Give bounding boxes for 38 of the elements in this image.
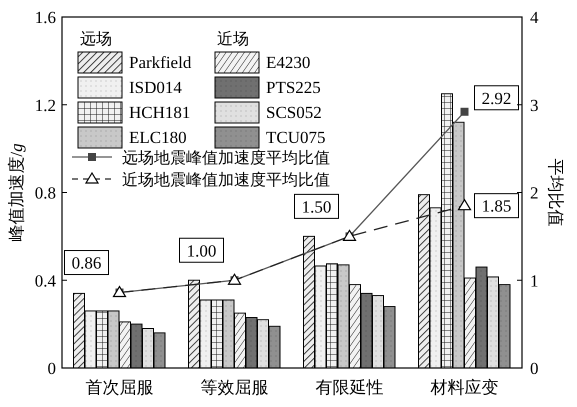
y-axis-title: 峰值加速度/g	[7, 143, 26, 242]
legend-label: 近场地震峰值加速度平均比值	[122, 171, 330, 189]
y-tick-label: 0.8	[34, 184, 56, 202]
data-label: 1.85	[482, 196, 512, 216]
legend-label: HCH181	[129, 103, 190, 122]
y-tick-label: 1.2	[34, 96, 56, 115]
legend-label: ISD014	[129, 78, 182, 97]
legend-label: SCS052	[266, 103, 322, 122]
data-label: 1.00	[186, 241, 216, 260]
legend-label: 远场地震峰值加速度平均比值	[122, 149, 330, 167]
point	[460, 108, 468, 116]
y2-tick-label: 0	[530, 359, 538, 378]
legend-label: PTS225	[266, 78, 321, 97]
y-tick-label: 0.4	[34, 271, 56, 290]
point	[458, 199, 472, 210]
data-label: 2.92	[482, 88, 512, 108]
legend-label: E4230	[266, 53, 310, 72]
y-tick-label: 1.6	[34, 8, 56, 27]
y2-tick-label: 3	[530, 96, 538, 115]
x-tick-label: 等效屈服	[200, 378, 268, 397]
text: 0	[48, 359, 56, 378]
y2-tick-label: 1	[530, 271, 538, 290]
y2-axis-title: 平均比值	[546, 158, 565, 226]
legend-label: TCU075	[266, 128, 326, 147]
y2-tick-label: 4	[530, 8, 539, 27]
point	[112, 286, 126, 298]
point	[228, 274, 242, 285]
annotation: 近场	[217, 30, 249, 48]
y2-tick-label: 2	[530, 184, 538, 202]
legend-label: ELC180	[129, 128, 187, 147]
point	[342, 230, 356, 241]
data-label: 0.86	[72, 254, 102, 273]
x-tick-label: 首次屈服	[86, 378, 154, 397]
legend-label: Parkfield	[129, 53, 192, 72]
x-tick-label: 有限延性	[316, 378, 384, 397]
data-label: 1.50	[302, 197, 332, 216]
x-tick-label: 材料应变	[430, 378, 498, 397]
annotation: 远场	[80, 30, 112, 48]
